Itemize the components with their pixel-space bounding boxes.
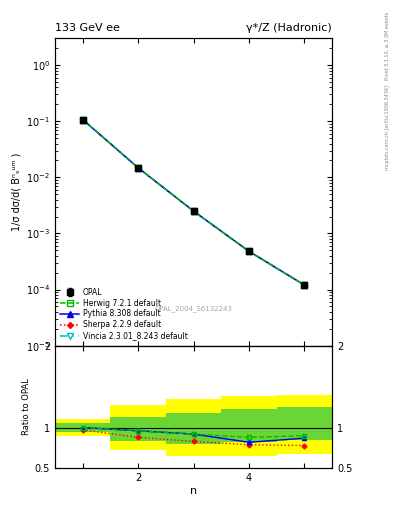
Line: Vincia 2.3.01_8.243 default: Vincia 2.3.01_8.243 default xyxy=(80,117,307,288)
Line: Herwig 7.2.1 default: Herwig 7.2.1 default xyxy=(80,117,307,288)
Line: Pythia 8.308 default: Pythia 8.308 default xyxy=(80,117,307,288)
Sherpa 2.2.9 default xyxy=(247,248,252,254)
Text: mcplots.cern.ch [arXiv:1306.3436]: mcplots.cern.ch [arXiv:1306.3436] xyxy=(385,86,390,170)
Herwig 7.2.1 default xyxy=(302,282,307,288)
Vincia 2.3.01_8.243 default xyxy=(136,165,141,171)
Herwig 7.2.1 default xyxy=(136,165,141,171)
Y-axis label: Ratio to OPAL: Ratio to OPAL xyxy=(22,378,31,436)
Y-axis label: 1/σ dσ/d( Bⁿₛᵘᵐ ): 1/σ dσ/d( Bⁿₛᵘᵐ ) xyxy=(12,153,22,231)
Vincia 2.3.01_8.243 default xyxy=(247,248,252,254)
Pythia 8.308 default xyxy=(136,165,141,171)
Vincia 2.3.01_8.243 default xyxy=(81,117,85,123)
Text: Rivet 3.1.10, ≥ 3.3M events: Rivet 3.1.10, ≥ 3.3M events xyxy=(385,12,390,80)
Legend: OPAL, Herwig 7.2.1 default, Pythia 8.308 default, Sherpa 2.2.9 default, Vincia 2: OPAL, Herwig 7.2.1 default, Pythia 8.308… xyxy=(59,286,189,342)
Pythia 8.308 default xyxy=(81,117,85,123)
Herwig 7.2.1 default xyxy=(247,248,252,254)
Text: OPAL_2004_S6132243: OPAL_2004_S6132243 xyxy=(154,305,233,312)
Sherpa 2.2.9 default xyxy=(302,282,307,288)
Text: γ*/Z (Hadronic): γ*/Z (Hadronic) xyxy=(246,23,332,33)
Sherpa 2.2.9 default xyxy=(191,208,196,214)
Line: Sherpa 2.2.9 default: Sherpa 2.2.9 default xyxy=(81,118,307,287)
Sherpa 2.2.9 default xyxy=(136,165,141,171)
Pythia 8.308 default xyxy=(247,248,252,254)
Vincia 2.3.01_8.243 default xyxy=(191,208,196,214)
Pythia 8.308 default xyxy=(191,208,196,214)
Sherpa 2.2.9 default xyxy=(81,117,85,123)
X-axis label: n: n xyxy=(190,486,197,496)
Pythia 8.308 default xyxy=(302,282,307,288)
Herwig 7.2.1 default xyxy=(81,117,85,123)
Vincia 2.3.01_8.243 default xyxy=(302,282,307,288)
Text: 133 GeV ee: 133 GeV ee xyxy=(55,23,120,33)
Herwig 7.2.1 default xyxy=(191,208,196,214)
